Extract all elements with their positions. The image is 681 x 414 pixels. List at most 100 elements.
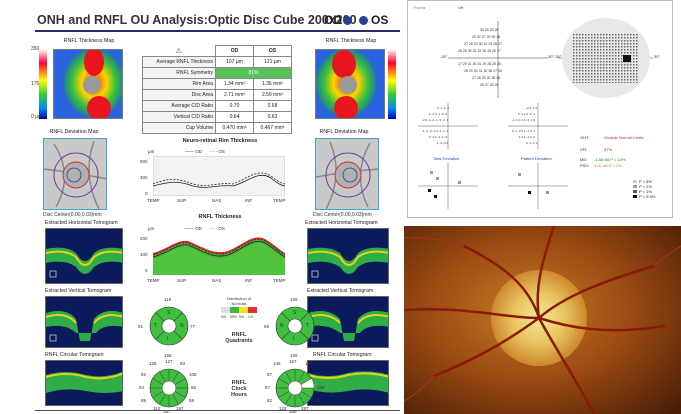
metric-label: RNFL Symmetry	[142, 67, 216, 79]
deviation-numbers: -3 -1 -2 -1 -1 -2 0 -1 -3 -2 -2 0 -1 -2 -1…	[418, 103, 568, 149]
clock-od-value: 92	[141, 372, 147, 377]
report-title: ONH and RNFL OU Analysis:Optic Disc Cube…	[37, 13, 357, 27]
legend-swatch	[633, 180, 637, 183]
metric-label: Average C/D Ratio	[142, 100, 216, 112]
rnfl-xtick: TEMP	[147, 278, 160, 283]
probability-legend: P < 5% P < 2% P < 1% P < 0.5%	[633, 179, 655, 199]
rnfl-xtick: TEMP	[273, 278, 286, 283]
od-label: OD	[324, 13, 342, 27]
clock-label-3: Hours	[231, 392, 247, 398]
clock-label-1: RNFL	[231, 380, 247, 386]
rnfl-chart-unit: µm	[148, 226, 155, 231]
os-dot-icon	[359, 16, 368, 25]
vf-axis-left-2: -30°	[554, 54, 562, 59]
scale-top-od: 350	[31, 46, 40, 52]
table-row: Cup Volume 0.470 mm³ 0.467 mm³	[142, 122, 292, 134]
clock-od-value: 105	[189, 372, 197, 377]
circ-tomogram-title-od: RNFL Circular Tomogram	[45, 352, 104, 358]
svg-text:26 27 28 25: 26 27 28 25	[480, 83, 499, 87]
rnfl-xtick: NAS	[212, 278, 222, 283]
vert-tomogram-od	[45, 296, 123, 348]
circ-tomogram-os	[307, 360, 389, 406]
table-row: Vertical C/D Ratio 0.64 0.63	[142, 111, 292, 123]
visual-field-report: Fovea Off 30 26 25 28 29 30 27 29 30 28 2…	[407, 0, 673, 218]
svg-text:0 -1 1 0 -2 -1: 0 -1 1 0 -2 -1	[518, 112, 536, 116]
md-label: MD:	[580, 157, 588, 162]
rim-legend-od-label: OD	[195, 149, 203, 154]
svg-text:-3 -1 -2 -1: -3 -1 -2 -1	[436, 106, 450, 110]
svg-text:-2 -1 0 -2 -1 -3: -2 -1 0 -2 -1 -3	[428, 135, 448, 139]
rim-ytick: 400	[140, 175, 148, 180]
rnfl-legend-od-label: OD	[195, 226, 203, 231]
fundus-photo	[404, 226, 681, 414]
horiz-tomogram-title-od: Extracted Horizontal Tomogram	[45, 220, 118, 226]
table-row: Average C/D Ratio 0.70 0.68	[142, 100, 292, 112]
table-row: RNFL Symmetry 81%	[142, 67, 292, 79]
legend-swatch	[633, 195, 637, 198]
quadrants-label-2: Quadrants	[225, 338, 253, 344]
legend-swatch	[633, 185, 637, 188]
fovea-label: Fovea	[414, 5, 426, 10]
quad-letter: S	[167, 310, 171, 316]
os-label: OS	[371, 13, 389, 27]
table-row: Average RNFL Thickness 107 µm 121 µm	[142, 56, 292, 68]
circ-tomogram-title-os: RNFL Circular Tomogram	[313, 352, 372, 358]
quad-os-t: 69	[264, 324, 270, 329]
thickness-colorbar-od	[39, 49, 47, 119]
rnfl-xtick: SUP	[177, 278, 187, 283]
quadrant-chart-os	[275, 306, 315, 346]
clock-os-value: 146	[273, 361, 281, 366]
svg-text:-1 0 1 -1 0 -2: -1 0 1 -1 0 -2	[518, 135, 536, 139]
quad-os-n: 85	[315, 324, 321, 329]
rim-xtick: SUP	[177, 198, 187, 203]
fovea-value: Off	[458, 5, 464, 10]
metric-od: 0.470 mm³	[215, 122, 254, 134]
rim-ytick: 800	[140, 159, 148, 164]
svg-text:28 29 30 31 30 28 27 26: 28 29 30 31 30 28 27 26	[464, 69, 502, 73]
dist-label: 5%	[239, 315, 245, 319]
distribution-legend	[221, 307, 257, 313]
quad-letter: T	[154, 323, 158, 329]
svg-text:-1 1 0 -1 0 -2 -1 0: -1 1 0 -1 0 -2 -1 0	[512, 118, 536, 122]
quad-os-i: 169	[290, 353, 298, 358]
metrics-header-row: ⚠ OD OS	[142, 45, 292, 57]
horiz-tomogram-title-os: Extracted Horizontal Tomogram	[305, 220, 378, 226]
clock-os-value: 57	[265, 385, 271, 390]
clock-od-value: 127	[165, 359, 173, 364]
rnfl-chart-title: RNFL Thickness	[198, 214, 242, 220]
rnfl-ytick: 100	[140, 252, 148, 257]
deviation-map-title-os: RNFL Deviation Map	[319, 129, 369, 135]
vf-axis-right: 30°	[548, 54, 555, 59]
metric-od: 0.70	[215, 100, 254, 112]
metric-od: 2.71 mm²	[215, 89, 254, 101]
bottom-divider	[35, 410, 400, 411]
warning-icon: ⚠	[175, 47, 182, 55]
rim-xtick: NAS	[212, 198, 222, 203]
metric-os: 1.36 mm²	[253, 78, 292, 90]
thickness-map-title-od: RNFL Thickness Map	[63, 38, 115, 44]
svg-text:29 30 27 29 30 28: 29 30 27 29 30 28	[472, 35, 500, 39]
metric-od: 1.34 mm²	[215, 78, 254, 90]
svg-text:-2 0 -1 -2 -1 -3 -2 -1: -2 0 -1 -2 -1 -3 -2 -1	[422, 118, 449, 122]
vf-axis-left: -30°	[440, 54, 448, 59]
dist-label: NA	[221, 315, 226, 319]
ght-label: GHT:	[580, 135, 590, 140]
md-value: -1.88 dB P < 10%	[594, 157, 626, 162]
legend-swatch	[633, 190, 637, 193]
legend-item: P < 1%	[639, 189, 652, 194]
clock-os-value: 70	[315, 372, 321, 377]
metric-os: 121 µm	[253, 56, 292, 68]
od-dot-icon	[343, 16, 352, 25]
metric-symmetry: 81%	[215, 67, 292, 79]
rim-xtick: TEMP	[147, 198, 160, 203]
rim-ytick: 0	[145, 191, 148, 196]
clock-od-value: 110	[153, 406, 161, 411]
rnfl-legend-os: - - - OS	[210, 226, 225, 231]
quad-letter: T	[306, 323, 310, 329]
metric-os: 0.63	[253, 111, 292, 123]
dist-label: 95%	[230, 315, 238, 319]
svg-text:-1 -2 -3 0: -1 -2 -3 0	[436, 141, 449, 145]
clock-os-value: 122	[279, 406, 287, 411]
clock-os-value: 187	[301, 406, 309, 411]
